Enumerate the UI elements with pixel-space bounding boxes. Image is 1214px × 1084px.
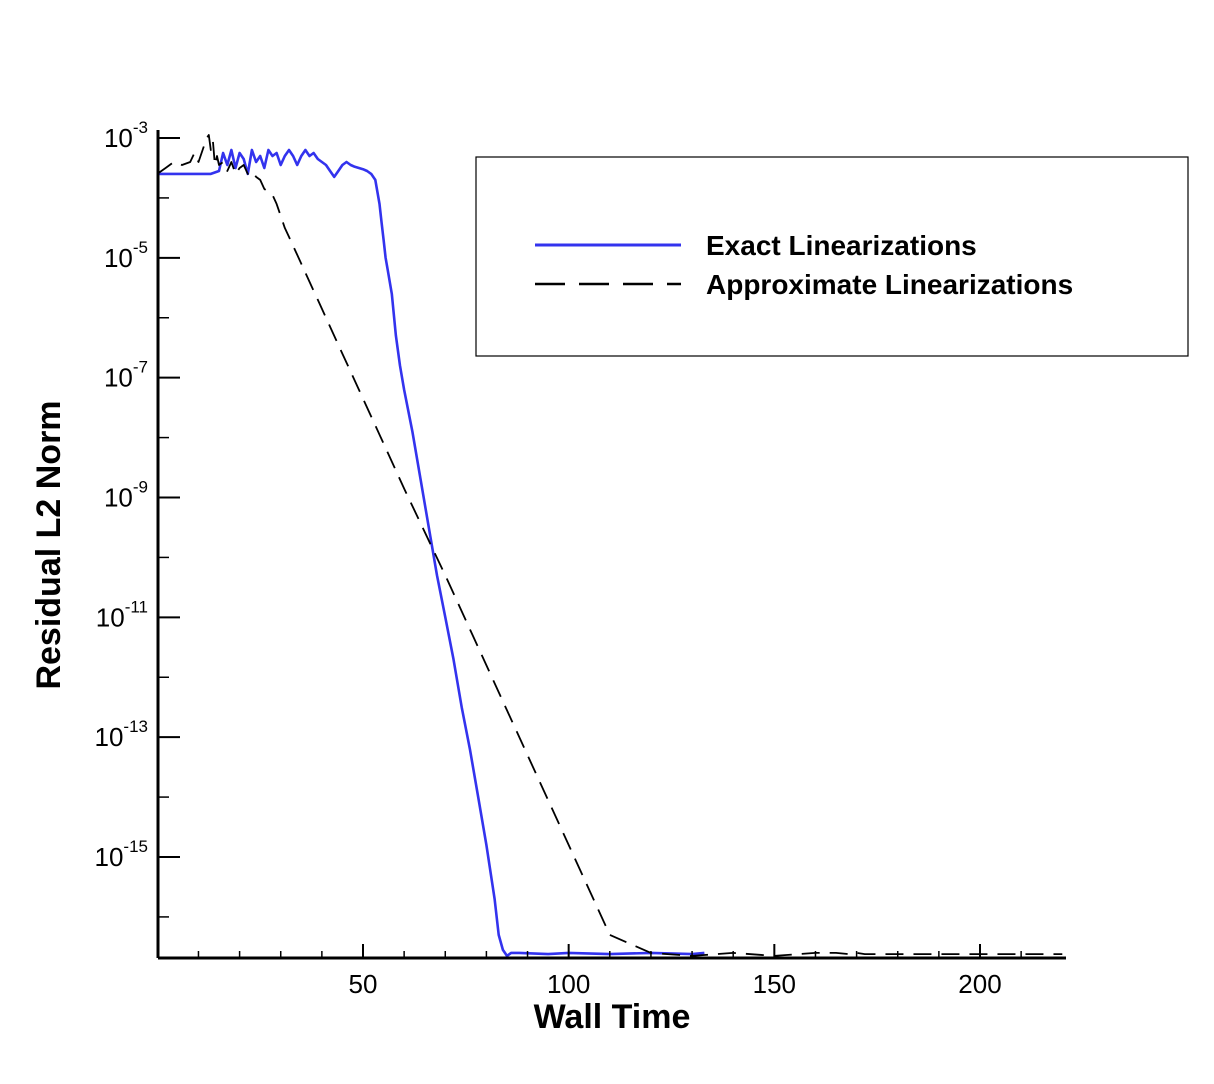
ticks-layer: 50 100 150 200 10-3 10-5 10-7 10-9 10-11 10-13 10-… bbox=[95, 118, 1022, 999]
x-tick-label: 50 bbox=[349, 969, 378, 999]
legend-box bbox=[475, 156, 1189, 357]
legend-label: Exact Linearizations bbox=[706, 230, 977, 261]
x-tick-label: 100 bbox=[547, 969, 590, 999]
series-layer bbox=[156, 134, 1063, 958]
y-tick-label: 10-5 bbox=[104, 238, 148, 273]
y-tick-label: 10-13 bbox=[95, 717, 149, 752]
y-tick-label: 10-7 bbox=[104, 358, 148, 393]
y-tick-label: 10-15 bbox=[95, 837, 149, 872]
y-tick-label: 10-9 bbox=[104, 478, 148, 513]
y-axis-title: Residual L2 Norm bbox=[30, 400, 68, 689]
x-tick-label: 200 bbox=[958, 969, 1001, 999]
y-tick-label: 10-11 bbox=[96, 597, 148, 632]
series-exact-line bbox=[157, 148, 705, 958]
legend: Exact Linearizations Approximate Lineariz… bbox=[475, 156, 1189, 357]
axes-layer bbox=[156, 130, 1066, 960]
x-axis-title: Wall Time bbox=[534, 998, 691, 1036]
legend-label: Approximate Linearizations bbox=[706, 269, 1073, 300]
x-tick-label: 150 bbox=[753, 969, 796, 999]
y-tick-label: 10-3 bbox=[104, 118, 148, 153]
